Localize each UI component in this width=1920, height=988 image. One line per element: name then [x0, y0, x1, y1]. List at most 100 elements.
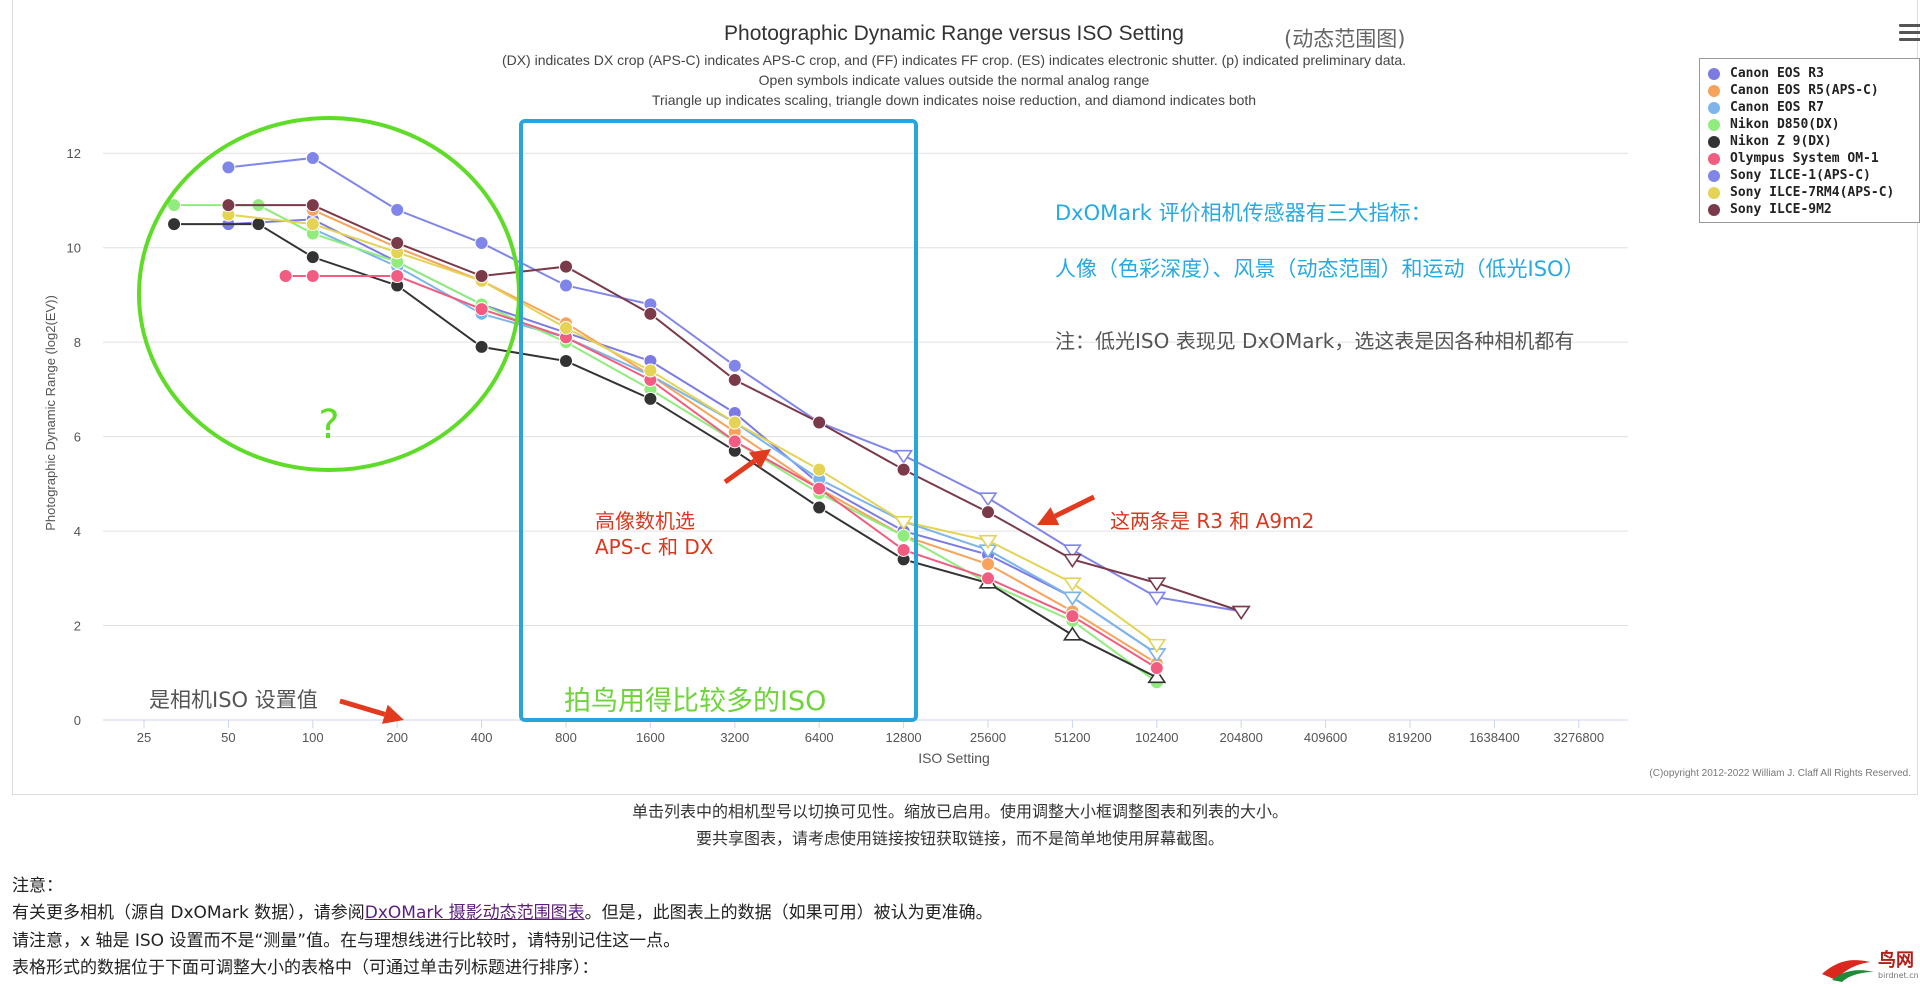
x-tick-label: 409600 [1304, 730, 1347, 745]
question-mark: ? [318, 402, 339, 448]
legend-label: Olympus System OM-1 [1730, 151, 1879, 166]
data-point-open[interactable] [1147, 591, 1167, 606]
data-point[interactable] [727, 415, 742, 430]
dxomark-chart-link[interactable]: DxOMark 摄影动态范围图表 [364, 903, 585, 923]
data-point[interactable] [390, 269, 405, 284]
y-tick-label: 0 [74, 713, 81, 728]
data-point[interactable] [559, 320, 573, 335]
data-point[interactable] [896, 528, 911, 543]
data-point-open[interactable] [1231, 605, 1251, 621]
data-point-open[interactable] [1062, 544, 1082, 559]
data-point[interactable] [559, 278, 573, 293]
x-tick-label: 200 [386, 730, 408, 745]
series-line-4[interactable] [174, 223, 1158, 679]
y-tick-label: 12 [67, 146, 81, 161]
data-point[interactable] [896, 542, 911, 557]
data-point[interactable] [474, 269, 489, 284]
data-point[interactable] [559, 354, 573, 369]
legend-item[interactable]: Sony ILCE-7RM4(APS-C) [1708, 184, 1913, 201]
data-point-open[interactable] [1062, 577, 1082, 592]
data-point-open[interactable] [1062, 553, 1082, 569]
dxomark-note-line-3: 注：低光ISO 表现见 DxOMark，选这表是因各种相机都有 [1055, 329, 1574, 353]
data-point-open[interactable] [894, 516, 914, 531]
data-point[interactable] [812, 500, 827, 515]
hamburger-menu-icon[interactable] [1899, 24, 1920, 46]
data-point[interactable] [727, 358, 742, 373]
data-point[interactable] [812, 481, 827, 496]
notes-line-1-suffix: 。但是，此图表上的数据（如果可用）被认为更准确。 [584, 903, 993, 923]
data-point-open[interactable] [1147, 668, 1167, 684]
series-line-5[interactable] [285, 275, 1158, 669]
dynamic-range-chart[interactable]: Photographic Dynamic Range versus ISO Se… [13, 0, 1919, 795]
legend-marker-icon [1708, 67, 1720, 80]
copyright-text: (C)opyright 2012-2022 William J. Claff A… [1649, 768, 1911, 779]
y-tick-label: 4 [74, 524, 81, 539]
data-point-open[interactable] [1147, 577, 1167, 592]
data-point[interactable] [390, 202, 405, 217]
arrow-two-lines-head [1037, 507, 1060, 526]
data-point[interactable] [305, 217, 320, 232]
data-point[interactable] [727, 434, 742, 449]
legend-marker-icon [1708, 84, 1720, 97]
notice-line-2: 要共享图表，请考虑使用链接按钮获取链接，而不是简单地使用屏幕截图。 [695, 829, 1224, 848]
x-tick-label: 25 [137, 730, 151, 745]
data-point-open[interactable] [978, 534, 998, 550]
notes-line-2: 请注意，x 轴是 ISO 设置而不是“测量”值。在与理想线进行比较时，请特别记住… [12, 931, 681, 951]
data-point[interactable] [305, 269, 320, 284]
x-tick-label: 800 [555, 730, 577, 745]
legend-item[interactable]: Nikon Z 9(DX) [1708, 133, 1913, 150]
data-point-open[interactable] [1062, 626, 1082, 641]
data-point[interactable] [981, 571, 995, 586]
data-point[interactable] [278, 269, 293, 284]
legend-item[interactable]: Canon EOS R3 [1708, 65, 1913, 82]
data-point[interactable] [559, 259, 573, 274]
data-point[interactable] [167, 198, 182, 213]
legend-item[interactable]: Canon EOS R5(APS-C) [1708, 82, 1913, 99]
data-point[interactable] [643, 363, 658, 378]
data-point[interactable] [727, 372, 742, 387]
x-tick-label: 100 [302, 730, 324, 745]
x-tick-label: 819200 [1388, 730, 1431, 745]
legend-item[interactable]: Sony ILCE-9M2 [1708, 201, 1913, 218]
data-point-open[interactable] [978, 492, 998, 507]
birdnet-logo-icon: 鸟网 birdnet.cn [1822, 949, 1919, 982]
data-point[interactable] [981, 505, 995, 520]
data-point[interactable] [221, 198, 236, 213]
data-point-open[interactable] [1062, 591, 1082, 606]
x-tick-label: 25600 [970, 730, 1006, 745]
dxomark-note-line-2: 人像（色彩深度）、风景（动态范围）和运动（低光ISO） [1055, 257, 1585, 281]
data-point[interactable] [167, 217, 182, 232]
arrow-high-res-head [748, 449, 771, 469]
legend-label: Sony ILCE-1(APS-C) [1730, 168, 1871, 183]
data-point[interactable] [474, 235, 489, 250]
data-point[interactable] [221, 160, 236, 175]
data-point[interactable] [390, 235, 405, 250]
legend-item[interactable]: Olympus System OM-1 [1708, 150, 1913, 167]
x-tick-label: 12800 [886, 730, 922, 745]
arrow-iso-setting-head [381, 704, 404, 724]
data-point[interactable] [643, 306, 658, 321]
data-point[interactable] [643, 391, 658, 406]
data-point[interactable] [981, 557, 995, 572]
data-point-open[interactable] [894, 449, 914, 465]
legend-item[interactable]: Canon EOS R7 [1708, 99, 1913, 116]
birdnet-watermark: 鸟网 birdnet.cn [1818, 940, 1919, 984]
data-point[interactable] [305, 250, 320, 265]
data-point[interactable] [1065, 609, 1080, 624]
data-point[interactable] [474, 302, 489, 317]
data-point-open[interactable] [1147, 638, 1167, 654]
data-point[interactable] [305, 198, 320, 213]
data-point[interactable] [812, 462, 827, 477]
notice-line-1: 单击列表中的相机型号以切换可见性。缩放已启用。使用调整大小框调整图表和列表的大小… [631, 802, 1288, 821]
data-point[interactable] [305, 150, 320, 165]
data-point[interactable] [896, 462, 911, 477]
series-line-7[interactable] [228, 213, 1158, 646]
data-point[interactable] [1149, 661, 1164, 676]
dxomark-note-line-1: DxOMark 评价相机传感器有三大指标： [1055, 201, 1432, 225]
series-line-0[interactable] [228, 218, 1158, 655]
legend-item[interactable]: Nikon D850(DX) [1708, 116, 1913, 133]
data-point[interactable] [812, 415, 827, 430]
legend-item[interactable]: Sony ILCE-1(APS-C) [1708, 167, 1913, 184]
data-point[interactable] [474, 339, 489, 354]
data-point[interactable] [251, 217, 266, 232]
